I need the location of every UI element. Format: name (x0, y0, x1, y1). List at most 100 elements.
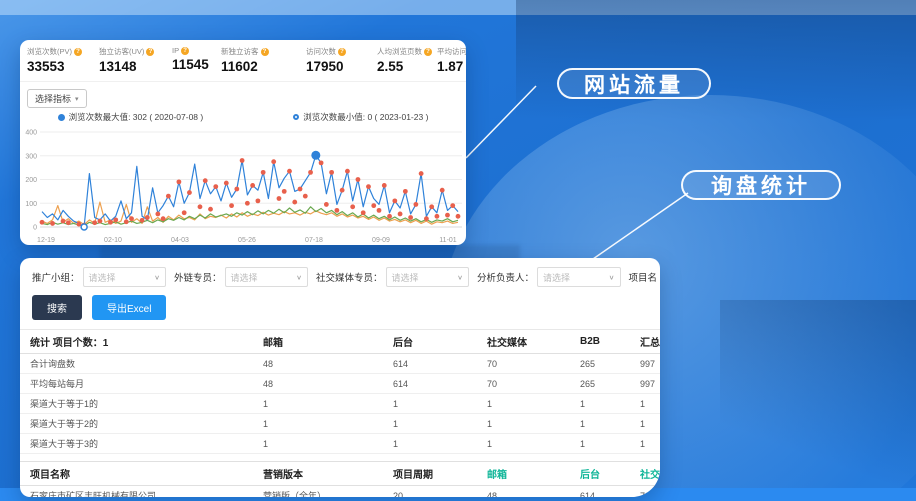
filter-label-link-specialist: 外链专员： (174, 273, 222, 284)
table-cell: 1 (393, 438, 399, 449)
table-cell: 平均每站每月 (30, 379, 85, 389)
traffic-panel: 浏览次数(PV)? 33553 独立访客(UV)? 13148 IP? 1154… (20, 40, 466, 245)
callout-inquiry-stats: 询盘统计 (681, 170, 841, 200)
metric-pages-per-visitor-label: 人均浏览页数 (377, 47, 422, 56)
callout-inquiry-stats-label: 询盘统计 (711, 175, 811, 198)
svg-text:02-10: 02-10 (104, 237, 122, 244)
help-icon[interactable]: ? (338, 47, 346, 56)
metric-select-button[interactable]: 选择指标 ▾ (27, 89, 87, 108)
metric-pages-per-visitor-value: 2.55 (377, 59, 404, 74)
table-cell: 1 (263, 438, 269, 449)
table-row: 渠道大于等于2的 1 1 1 1 1 (20, 414, 660, 434)
metric-pv-value: 33553 (27, 59, 65, 74)
summary-table-body: 合计询盘数 48 614 70 265 997 平均每站每月 48 614 70 265 997 渠道大… (20, 354, 660, 454)
bg-machinery-lower (720, 300, 916, 490)
svg-text:0: 0 (33, 225, 37, 232)
search-button[interactable]: 搜索 (32, 295, 82, 320)
summary-header-social: 社交媒体 (487, 338, 527, 349)
table-cell: 614 (580, 490, 596, 498)
table-cell: 1 (487, 418, 493, 429)
metric-uv-value: 13148 (99, 59, 137, 74)
filter-row: 推广小组： 请选择 ∨ 外链专员： 请选择 ∨ 社交媒体专员： 请选择 ∨ 分析… (20, 258, 660, 287)
metric-visits-label: 访问次数 (306, 47, 336, 56)
metrics-row: 浏览次数(PV)? 33553 独立访客(UV)? 13148 IP? 1154… (20, 40, 466, 82)
table-cell: 1 (487, 438, 493, 449)
metric-new-visitors-label: 新独立访客 (221, 47, 259, 56)
summary-header-title: 统计 项目个数：1 (30, 338, 109, 349)
bg-machinery-top (516, 0, 916, 120)
filter-label-analyst: 分析负责人： (477, 273, 535, 284)
export-excel-button[interactable]: 导出Excel (92, 295, 167, 320)
help-icon[interactable]: ? (424, 47, 432, 56)
metric-uv: 独立访客(UV)? 13148 (99, 46, 172, 74)
metric-visits: 访问次数? 17950 (306, 46, 377, 74)
table-cell: 614 (393, 358, 409, 369)
metric-pv-label: 浏览次数(PV) (27, 47, 72, 56)
metric-uv-label: 独立访客(UV) (99, 47, 145, 56)
metric-ip-label: IP (172, 46, 180, 55)
project-header-cycle: 项目周期 (393, 470, 433, 481)
table-cell: 48 (487, 490, 498, 498)
project-table-header: 项目名称 营销版本 项目周期 邮箱 后台 社交媒体 (20, 462, 660, 486)
filter-select-promo-group[interactable]: 请选择 ∨ (82, 267, 166, 287)
table-cell: 1 (580, 438, 586, 449)
table-cell: 20 (393, 490, 404, 498)
filter-select-social-specialist[interactable]: 请选择 ∨ (385, 267, 469, 287)
table-row: 石家庄市矿区丰旺机械有限公司 营销版（全年） 20 48 614 70 (20, 486, 660, 498)
summary-header-b2b: B2B (580, 336, 601, 347)
table-cell: 1 (263, 398, 269, 409)
project-table-body: 石家庄市矿区丰旺机械有限公司 营销版（全年） 20 48 614 70 (20, 486, 660, 498)
chevron-down-icon: ∨ (154, 273, 160, 281)
summary-header-backend: 后台 (393, 338, 413, 349)
filter-placeholder: 请选择 (88, 272, 116, 283)
table-cell: 合计询盘数 (30, 359, 76, 369)
svg-text:300: 300 (25, 153, 37, 160)
svg-text:04-03: 04-03 (171, 237, 189, 244)
inquiry-panel: 推广小组： 请选择 ∨ 外链专员： 请选择 ∨ 社交媒体专员： 请选择 ∨ 分析… (20, 258, 660, 497)
filter-select-link-specialist[interactable]: 请选择 ∨ (224, 267, 308, 287)
summary-header-email: 邮箱 (263, 338, 283, 349)
table-cell: 渠道大于等于1的 (30, 399, 99, 409)
metric-avg-visit: 平均访问 1.87 (437, 46, 466, 74)
legend-item-min: 浏览次数最小值: 0 ( 2023-01-23 ) (293, 111, 428, 123)
project-header-version: 营销版本 (263, 470, 303, 481)
metric-avg-visit-value: 1.87 (437, 59, 464, 74)
table-cell: 1 (640, 438, 646, 449)
legend-min-label: 浏览次数最小值: 0 ( 2023-01-23 ) (303, 112, 429, 122)
table-cell: 渠道大于等于3的 (30, 439, 99, 449)
help-icon[interactable]: ? (74, 47, 82, 56)
project-header-social: 社交媒体 (640, 470, 660, 481)
table-row: 渠道大于等于1的 1 1 1 1 1 (20, 394, 660, 414)
filter-label-social-specialist: 社交媒体专员： (316, 273, 383, 284)
chevron-down-icon: ∨ (457, 273, 463, 281)
table-row: 渠道大于等于3的 1 1 1 1 1 (20, 434, 660, 454)
traffic-line-chart: 400 300 200 100 012-19 02-10 04-03 05-26 07-18 09… (25, 130, 462, 244)
divider (20, 329, 660, 330)
table-cell: 997 (640, 358, 656, 369)
filter-select-analyst[interactable]: 请选择 ∨ (537, 267, 621, 287)
svg-text:200: 200 (25, 177, 37, 184)
metric-ip: IP? 11545 (172, 46, 221, 74)
summary-header-total: 汇总 (640, 338, 660, 349)
project-header-name: 项目名称 (30, 470, 70, 481)
project-header-backend: 后台 (580, 470, 600, 481)
filled-dot-icon (57, 113, 65, 121)
bg-sky-strip (0, 0, 916, 15)
table-cell: 石家庄市矿区丰旺机械有限公司 (30, 491, 157, 497)
table-cell: 70 (640, 490, 651, 498)
table-cell: 70 (487, 378, 498, 389)
filter-placeholder: 请选择 (543, 272, 571, 283)
help-icon[interactable]: ? (146, 47, 155, 56)
metric-ip-value: 11545 (172, 57, 209, 72)
table-cell: 48 (263, 358, 274, 369)
help-icon[interactable]: ? (260, 47, 269, 56)
table-cell: 1 (487, 398, 493, 409)
summary-table-header: 统计 项目个数：1 邮箱 后台 社交媒体 B2B 汇总 (20, 330, 660, 354)
metric-new-visitors: 新独立访客? 11602 (221, 46, 306, 74)
svg-text:400: 400 (25, 130, 37, 137)
metric-pv: 浏览次数(PV)? 33553 (27, 46, 99, 74)
table-cell: 1 (580, 418, 586, 429)
chevron-down-icon: ▾ (75, 95, 79, 103)
help-icon[interactable]: ? (181, 46, 190, 55)
svg-text:100: 100 (25, 201, 37, 208)
